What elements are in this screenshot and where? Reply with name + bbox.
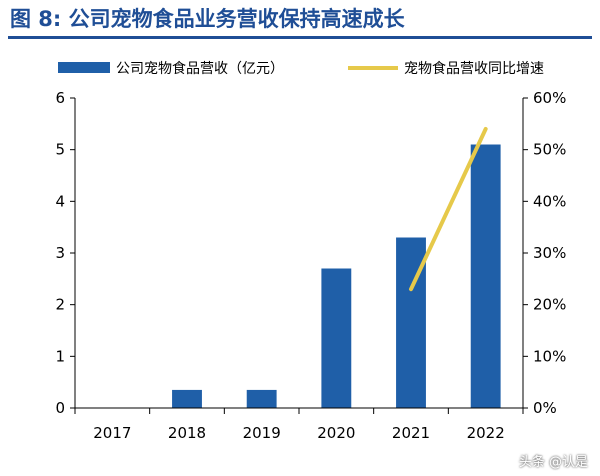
y-left-tick-label: 3 (55, 244, 65, 262)
y-left-tick-label: 4 (55, 192, 65, 210)
x-tick-label: 2017 (93, 424, 131, 442)
y-axis-left: 0 1 2 3 4 5 6 (55, 89, 76, 417)
y-right-tick-label: 0% (533, 399, 557, 417)
chart-title: 图 8: 公司宠物食品业务营收保持高速成长 (10, 7, 405, 31)
y-left-tick-label: 2 (55, 296, 65, 314)
y-right-tick-label: 50% (533, 141, 566, 159)
y-right-tick-label: 20% (533, 296, 566, 314)
legend-bar-swatch (58, 62, 110, 73)
revenue-bar (172, 389, 202, 408)
revenue-bar (321, 268, 352, 408)
revenue-bar (246, 389, 277, 408)
x-tick-label: 2018 (168, 424, 206, 442)
y-right-tick-label: 40% (533, 192, 566, 210)
y-left-tick-label: 0 (55, 399, 65, 417)
x-axis: 2017 2018 2019 2020 2021 2022 (74, 407, 524, 442)
y-left-tick-label: 1 (55, 347, 65, 365)
x-tick-label: 2022 (467, 424, 505, 442)
title-underline (8, 36, 592, 39)
legend: 公司宠物食品营收（亿元） 宠物食品营收同比增速 (58, 60, 544, 77)
y-left-tick-label: 6 (55, 89, 65, 107)
y-left-tick-label: 5 (55, 141, 65, 159)
revenue-bar (470, 144, 501, 408)
bar-series (172, 144, 501, 408)
combo-chart: 公司宠物食品营收（亿元） 宠物食品营收同比增速 0 1 2 3 4 5 6 0% 10% 20%… (55, 60, 566, 442)
legend-bar-label: 公司宠物食品营收（亿元） (116, 60, 284, 77)
line-series (409, 127, 488, 292)
x-tick-label: 2021 (392, 424, 430, 442)
y-right-tick-label: 10% (533, 347, 566, 365)
y-right-tick-label: 30% (533, 244, 566, 262)
y-axis-right: 0% 10% 20% 30% 40% 50% 60% (522, 89, 566, 417)
watermark: 头条 @认是 (518, 455, 588, 470)
y-right-tick-label: 60% (533, 89, 566, 107)
legend-line-label: 宠物食品营收同比增速 (404, 60, 544, 77)
x-tick-label: 2019 (243, 424, 281, 442)
growth-rate-line (409, 127, 488, 292)
x-tick-label: 2020 (317, 424, 355, 442)
